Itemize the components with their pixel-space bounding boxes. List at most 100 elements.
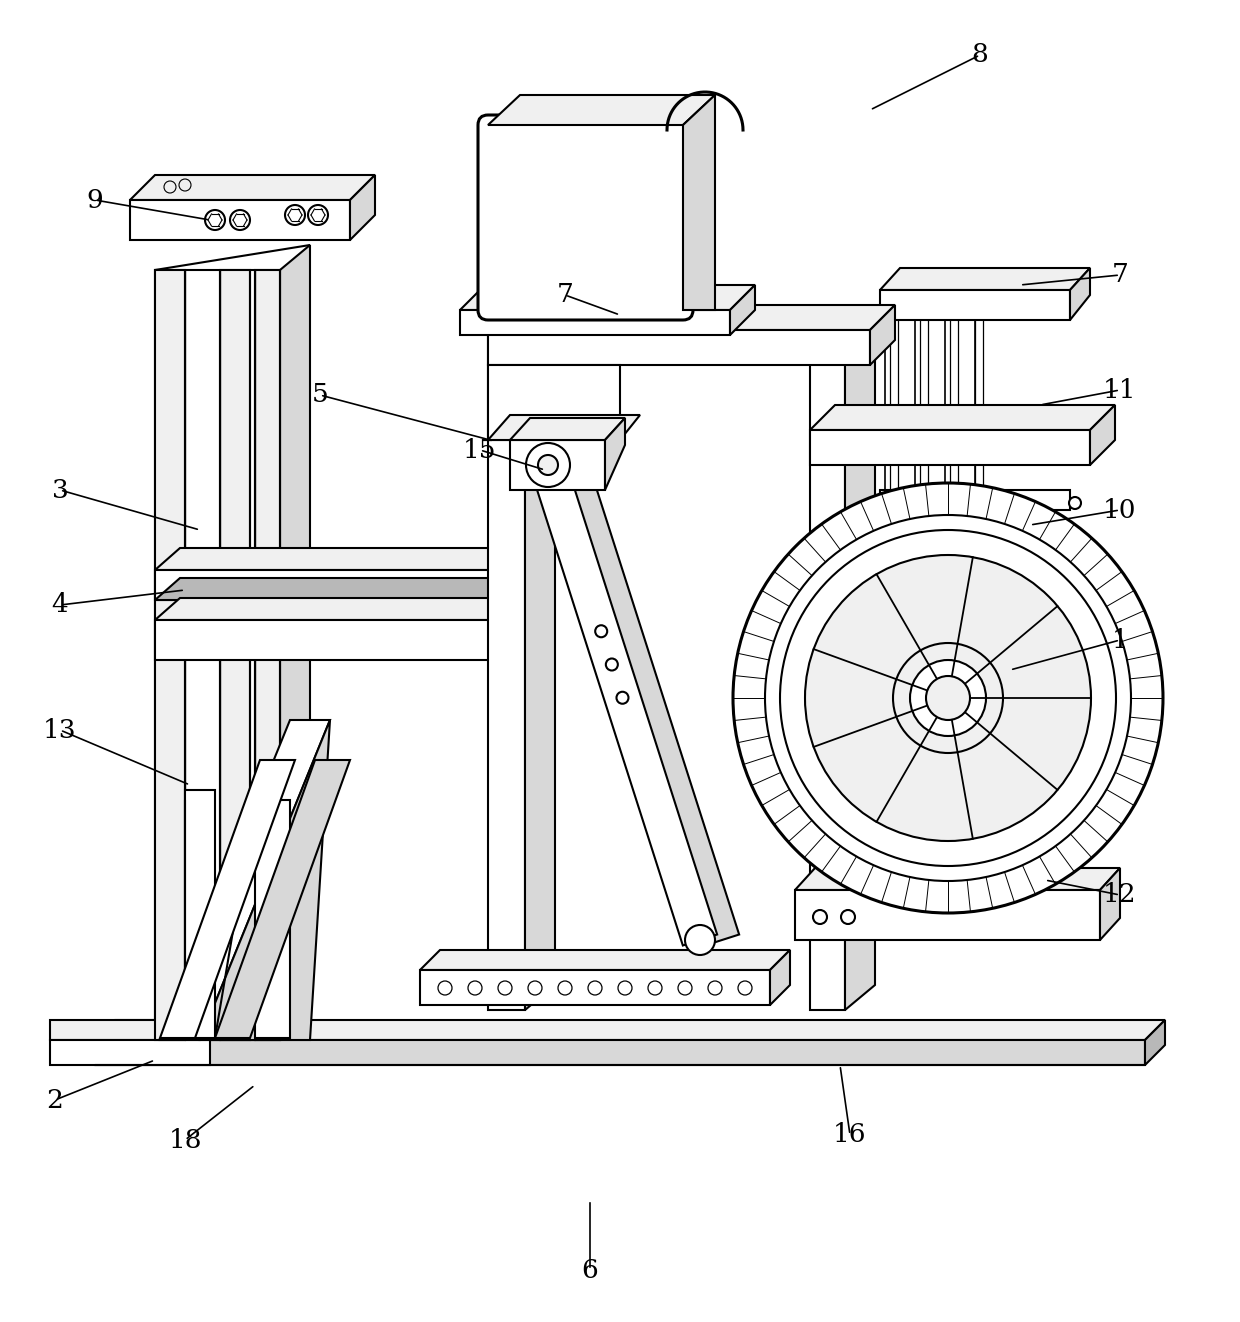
Polygon shape [810, 430, 1090, 465]
Circle shape [684, 925, 715, 954]
Polygon shape [255, 270, 280, 1040]
Circle shape [538, 455, 558, 475]
Circle shape [649, 981, 662, 995]
Circle shape [558, 981, 572, 995]
Circle shape [805, 555, 1091, 841]
Polygon shape [880, 268, 1090, 290]
Polygon shape [880, 490, 1070, 510]
Circle shape [595, 625, 608, 637]
Polygon shape [531, 460, 717, 945]
Polygon shape [489, 290, 525, 1010]
Circle shape [1069, 497, 1081, 509]
Polygon shape [160, 760, 295, 1038]
Text: 6: 6 [582, 1257, 599, 1282]
Polygon shape [185, 791, 215, 1038]
Text: 10: 10 [1104, 497, 1137, 522]
Text: 18: 18 [169, 1128, 202, 1153]
Polygon shape [460, 309, 730, 334]
Circle shape [926, 676, 970, 720]
Text: 8: 8 [972, 42, 988, 67]
Circle shape [179, 178, 191, 190]
Polygon shape [920, 305, 928, 490]
Polygon shape [1100, 869, 1120, 940]
Polygon shape [553, 460, 739, 945]
Polygon shape [950, 305, 959, 490]
Circle shape [467, 981, 482, 995]
Polygon shape [350, 175, 374, 241]
Polygon shape [420, 951, 790, 970]
Circle shape [205, 210, 224, 230]
Polygon shape [510, 418, 625, 440]
Polygon shape [605, 418, 625, 490]
Polygon shape [1145, 1021, 1166, 1066]
Text: 7: 7 [557, 283, 573, 308]
Polygon shape [975, 305, 983, 490]
Circle shape [285, 205, 305, 225]
Circle shape [164, 181, 176, 193]
Circle shape [438, 981, 453, 995]
Circle shape [526, 443, 570, 486]
Circle shape [616, 691, 629, 703]
Circle shape [733, 483, 1163, 914]
Polygon shape [489, 305, 895, 330]
Polygon shape [155, 598, 546, 620]
Polygon shape [200, 720, 330, 1040]
Polygon shape [280, 245, 310, 1040]
Circle shape [618, 981, 632, 995]
Text: 3: 3 [52, 477, 68, 502]
Text: 11: 11 [1104, 378, 1137, 402]
Polygon shape [880, 290, 1070, 320]
Polygon shape [510, 440, 605, 490]
Polygon shape [730, 286, 755, 334]
Circle shape [841, 910, 856, 924]
Polygon shape [155, 270, 280, 1040]
Circle shape [606, 658, 618, 670]
Polygon shape [130, 200, 350, 241]
Circle shape [528, 981, 542, 995]
Polygon shape [489, 365, 620, 440]
Polygon shape [130, 175, 374, 200]
Polygon shape [95, 1040, 1145, 1066]
Text: 2: 2 [47, 1088, 63, 1113]
Polygon shape [520, 549, 546, 600]
Text: 5: 5 [311, 382, 329, 407]
Polygon shape [489, 330, 870, 365]
Polygon shape [215, 760, 350, 1038]
Text: 9: 9 [87, 188, 103, 213]
Polygon shape [520, 598, 546, 660]
Circle shape [738, 981, 751, 995]
Polygon shape [1090, 405, 1115, 465]
Polygon shape [1070, 268, 1090, 320]
Polygon shape [810, 405, 1115, 430]
Polygon shape [844, 305, 875, 1010]
Polygon shape [489, 95, 715, 126]
Circle shape [229, 210, 250, 230]
Polygon shape [795, 890, 1100, 940]
Circle shape [498, 981, 512, 995]
Polygon shape [810, 330, 844, 1010]
Polygon shape [489, 415, 640, 440]
Polygon shape [219, 270, 250, 1040]
Circle shape [708, 981, 722, 995]
Polygon shape [460, 286, 755, 309]
Polygon shape [155, 570, 520, 600]
Polygon shape [795, 869, 1120, 890]
Polygon shape [155, 620, 520, 660]
Polygon shape [155, 270, 185, 1040]
Circle shape [780, 530, 1116, 866]
Circle shape [910, 660, 986, 736]
Polygon shape [155, 549, 546, 570]
Polygon shape [95, 1021, 1166, 1040]
Polygon shape [255, 800, 290, 1038]
Polygon shape [890, 305, 898, 490]
Text: 16: 16 [833, 1122, 867, 1147]
Polygon shape [50, 1040, 210, 1066]
Polygon shape [525, 264, 556, 1010]
Polygon shape [155, 245, 310, 270]
Text: 12: 12 [1104, 883, 1137, 907]
Polygon shape [50, 1021, 210, 1040]
Polygon shape [683, 95, 715, 309]
Polygon shape [420, 970, 770, 1005]
Text: 1: 1 [1111, 628, 1128, 653]
Text: 4: 4 [52, 592, 68, 617]
